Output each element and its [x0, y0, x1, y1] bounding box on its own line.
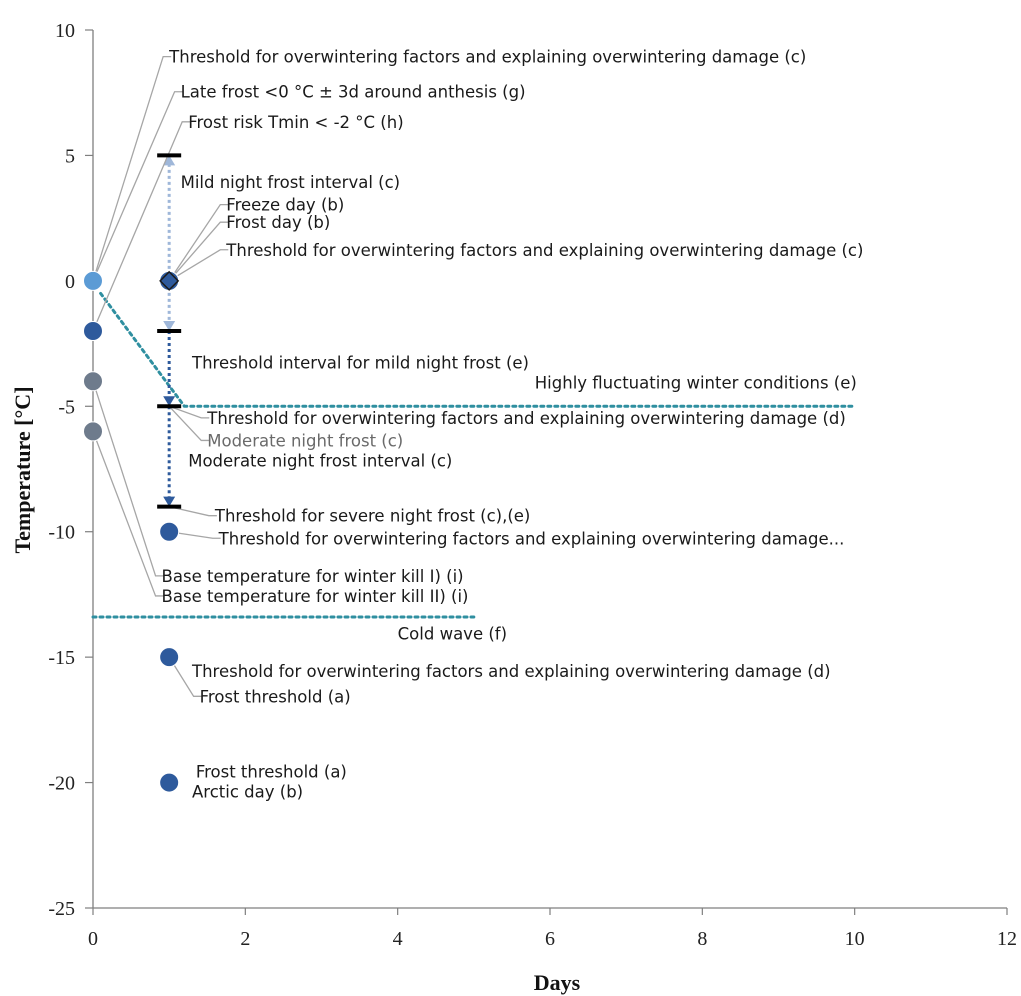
x-axis-title: Days [534, 970, 581, 995]
annotation-label: Cold wave (f) [398, 625, 507, 644]
annotation-label: Threshold for severe night frost (c),(e) [214, 507, 531, 526]
data-point-diamond [159, 270, 180, 291]
interval-arrowhead [163, 396, 176, 407]
y-tick-label: -20 [48, 773, 75, 795]
annotation-label: Base temperature for winter kill II) (i) [162, 587, 469, 606]
annotation-leader [168, 405, 210, 442]
annotation-label: Threshold for overwintering factors and … [225, 241, 863, 260]
interval-arrowhead [163, 155, 176, 166]
axes [85, 29, 1008, 915]
annotation-label: Moderate night frost interval (c) [188, 451, 452, 470]
annotation-leader [92, 91, 183, 282]
data-point [83, 421, 103, 442]
x-tick-label: 12 [997, 928, 1017, 950]
y-tick-label: 5 [65, 145, 75, 167]
annotation-label: Frost risk Tmin < -2 °C (h) [188, 113, 403, 132]
annotation-label: Frost threshold (a) [200, 687, 351, 706]
annotation-label: Threshold for overwintering factors and … [206, 409, 846, 428]
y-tick-label: 10 [55, 20, 75, 42]
annotation-leader [168, 656, 202, 697]
annotation-leader [169, 505, 217, 517]
data-points [83, 270, 180, 793]
interval-bars [157, 153, 182, 509]
data-point [159, 772, 180, 793]
annotation-leader [92, 55, 172, 282]
annotation-label: Arctic day (b) [192, 783, 303, 802]
annotation-label: Threshold interval for mild night frost … [191, 354, 529, 373]
x-tick-label: 2 [240, 928, 250, 950]
annotation-leader [92, 431, 164, 597]
y-tick-label: 0 [65, 271, 75, 293]
interval-arrowhead [163, 321, 176, 332]
dotted-lines [91, 291, 857, 619]
data-point [159, 270, 180, 291]
annotation-label: Late frost <0 °C ± 3d around anthesis (g… [181, 83, 526, 102]
data-point [83, 270, 103, 291]
data-point [159, 647, 180, 668]
annotation-label: Threshold for overwintering factors and … [168, 48, 806, 67]
annotation-leader [168, 405, 210, 419]
annotation-leader [92, 381, 164, 577]
x-tick-label: 6 [545, 928, 555, 950]
data-point [159, 521, 180, 542]
annotation-leaders [92, 55, 229, 697]
annotation-label: Base temperature for winter kill I) (i) [162, 567, 464, 586]
y-tick-label: -10 [48, 522, 75, 544]
dotted-line [99, 291, 857, 408]
annotation-label: Frost threshold (a) [196, 763, 347, 782]
data-point [83, 371, 103, 392]
data-point [83, 321, 103, 342]
annotation-leader [168, 221, 229, 282]
annotation-leader [92, 121, 191, 332]
tick-labels: 10 5 0 -5 -10 -15 -20 -25 0 2 4 6 8 10 12 [48, 20, 1017, 950]
y-tick-label: -5 [58, 396, 75, 418]
annotation-label: Mild night frost interval (c) [181, 173, 401, 192]
x-tick-label: 4 [393, 928, 403, 950]
x-tick-label: 10 [845, 928, 865, 950]
interval-arrowhead [163, 496, 176, 507]
annotation-label: Highly fluctuating winter conditions (e) [535, 374, 857, 393]
y-axis-title: Temperature [°C] [10, 386, 35, 553]
annotation-leader [169, 531, 221, 539]
y-tick-label: -25 [48, 898, 75, 920]
annotation-label: Frost day (b) [226, 213, 330, 232]
x-tick-label: 8 [697, 928, 707, 950]
annotation-label: Freeze day (b) [226, 196, 344, 215]
annotation-label: Threshold for overwintering factors and … [218, 529, 845, 548]
annotation-label: Moderate night frost (c) [207, 431, 403, 450]
x-tick-label: 0 [88, 928, 98, 950]
y-tick-label: -15 [48, 647, 75, 669]
annotation-leader [168, 203, 229, 282]
annotation-label: Threshold for overwintering factors and … [191, 662, 831, 681]
annotation-leader [168, 249, 229, 282]
annotations: Threshold for overwintering factors and … [162, 48, 864, 802]
